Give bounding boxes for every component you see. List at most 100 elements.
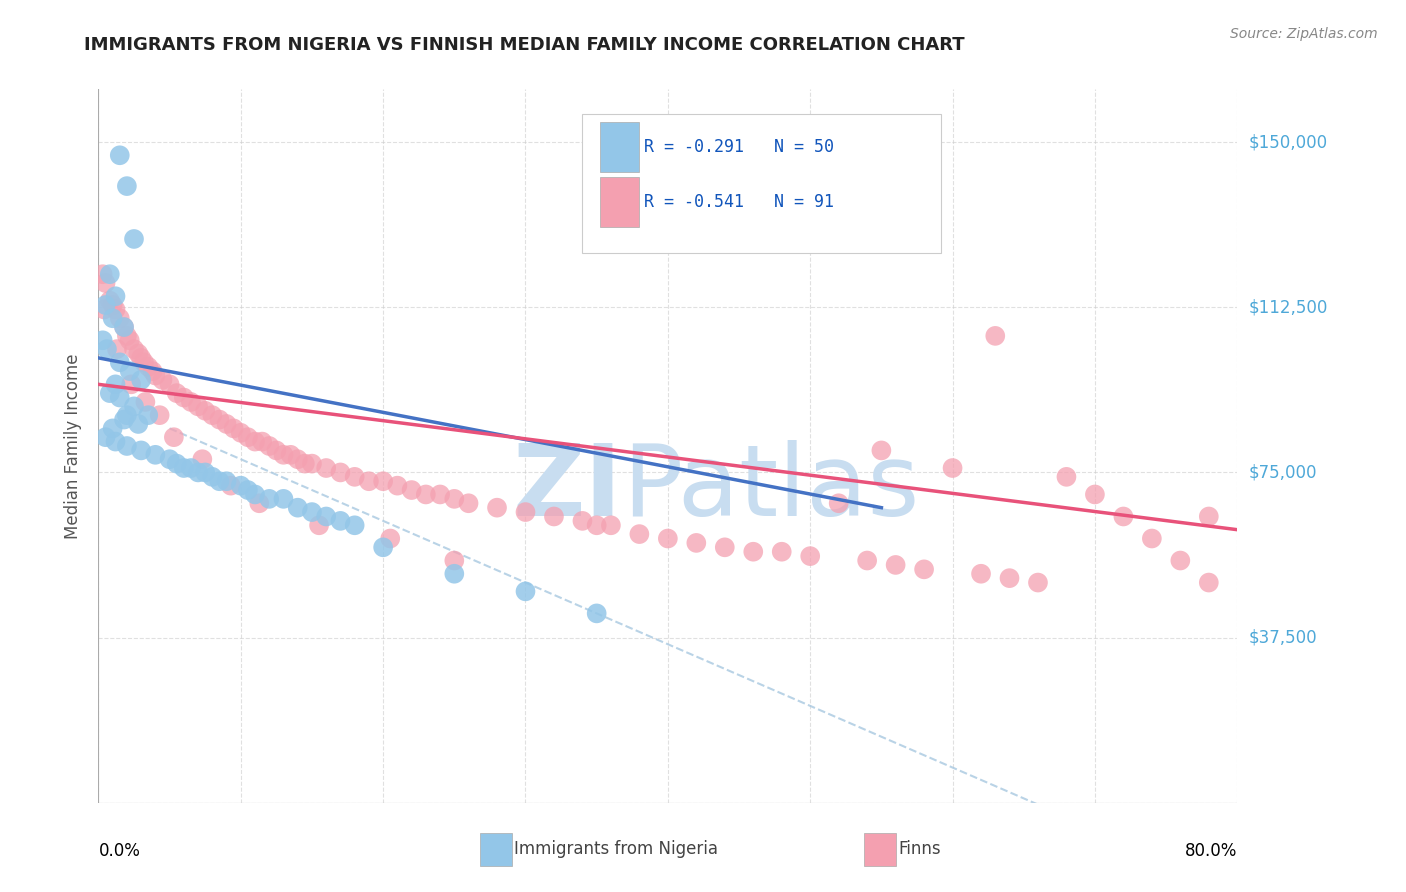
Point (96, 342, 118, 356)
Point (98, 386, 121, 401)
Point (243, 434, 266, 449)
Point (429, 487, 451, 501)
Text: $75,000: $75,000 (1249, 464, 1317, 482)
Point (194, 403, 217, 417)
FancyBboxPatch shape (599, 122, 640, 172)
Point (259, 491, 281, 506)
Point (515, 584, 537, 599)
Point (770, 545, 793, 559)
Point (104, 289, 127, 303)
Point (543, 509, 565, 524)
Point (714, 541, 737, 555)
Point (685, 536, 707, 550)
Point (259, 439, 281, 453)
Point (159, 452, 181, 467)
Point (742, 545, 765, 559)
Text: R = -0.541   N = 91: R = -0.541 N = 91 (644, 194, 834, 211)
Text: $37,500: $37,500 (1249, 629, 1317, 647)
Point (357, 475, 380, 489)
Point (856, 553, 879, 567)
Point (571, 514, 593, 528)
Point (105, 342, 128, 356)
Point (208, 412, 231, 426)
FancyBboxPatch shape (863, 833, 896, 865)
Point (136, 359, 159, 374)
Point (101, 421, 124, 435)
Point (98, 267, 121, 281)
Point (315, 509, 337, 524)
Point (287, 452, 309, 467)
Point (229, 478, 252, 492)
Point (486, 500, 509, 515)
Point (115, 179, 138, 194)
Point (173, 461, 195, 475)
Point (145, 368, 167, 383)
Point (173, 391, 195, 405)
Point (98, 293, 121, 308)
Point (1198, 509, 1220, 524)
Point (1170, 553, 1192, 567)
Text: ZI: ZI (513, 441, 623, 537)
Point (280, 448, 302, 462)
Point (187, 400, 209, 414)
Point (91, 333, 114, 347)
Point (1112, 509, 1135, 524)
Point (1140, 532, 1163, 546)
Point (104, 434, 127, 449)
Point (371, 475, 394, 489)
Point (187, 466, 209, 480)
Text: $150,000: $150,000 (1249, 133, 1327, 151)
Point (343, 518, 366, 533)
Point (301, 457, 323, 471)
Point (970, 566, 993, 581)
Point (120, 377, 142, 392)
Point (1056, 470, 1078, 484)
Point (219, 478, 242, 492)
Point (942, 461, 965, 475)
Point (159, 377, 181, 392)
Point (273, 448, 295, 462)
Point (134, 395, 156, 409)
Point (163, 430, 186, 444)
Point (247, 496, 270, 510)
Point (222, 421, 245, 435)
Point (129, 443, 152, 458)
Point (122, 400, 145, 414)
Point (152, 373, 174, 387)
Point (94, 276, 117, 290)
Point (380, 532, 402, 546)
Point (1026, 575, 1049, 590)
Point (301, 505, 323, 519)
Point (236, 483, 259, 497)
Point (104, 302, 127, 317)
Point (243, 487, 266, 501)
Point (108, 391, 131, 405)
Point (1084, 487, 1107, 501)
Point (870, 443, 893, 458)
Point (132, 355, 155, 369)
Point (127, 346, 149, 360)
Point (443, 553, 465, 567)
Point (443, 566, 465, 581)
Point (141, 364, 163, 378)
Point (912, 562, 935, 576)
Point (118, 333, 141, 347)
Point (657, 532, 679, 546)
Point (94, 430, 117, 444)
Point (215, 475, 238, 489)
Text: Finns: Finns (898, 840, 941, 858)
Point (118, 364, 141, 378)
Point (515, 505, 537, 519)
Point (94, 298, 117, 312)
Point (250, 434, 273, 449)
Point (329, 466, 352, 480)
Point (191, 452, 214, 467)
Point (101, 298, 124, 312)
Text: Patlas: Patlas (623, 441, 920, 537)
Point (127, 417, 149, 431)
Text: 0.0%: 0.0% (98, 842, 141, 860)
Point (628, 527, 651, 541)
Point (91, 267, 114, 281)
Point (194, 466, 217, 480)
Point (122, 232, 145, 246)
